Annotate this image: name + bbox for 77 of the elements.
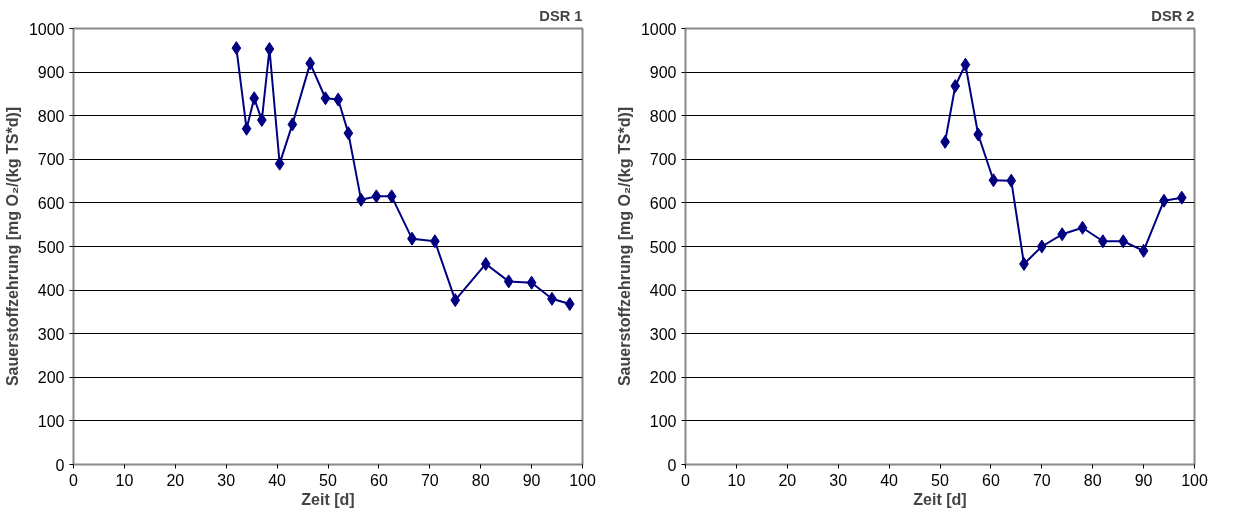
x-tick-label: 90 xyxy=(522,471,541,489)
y-axis-title: Sauerstoffzehrung [mg O₂/(kg TS*d)] xyxy=(615,106,633,387)
x-tick-label: 70 xyxy=(420,471,439,489)
point xyxy=(503,274,514,289)
x-tick-label: 100 xyxy=(1181,471,1208,489)
y-tick-label: 600 xyxy=(649,194,677,212)
y-tick-label: 100 xyxy=(649,412,677,430)
y-axis-title: Sauerstoffzehrung [mg O₂/(kg TS*d)] xyxy=(3,106,21,387)
point xyxy=(241,121,252,136)
x-tick-label: 80 xyxy=(471,471,490,489)
y-tick-label: 300 xyxy=(37,325,65,343)
point xyxy=(264,41,275,56)
x-tick-label: 100 xyxy=(569,471,596,489)
point xyxy=(249,91,260,106)
y-tick-label: 200 xyxy=(649,369,677,387)
x-axis-title: Zeit [d] xyxy=(301,490,355,508)
point xyxy=(950,79,961,94)
x-tick-label: 30 xyxy=(829,471,848,489)
y-tick-label: 300 xyxy=(649,325,677,343)
point xyxy=(973,127,984,142)
y-tick-label: 800 xyxy=(37,107,65,125)
x-tick-label: 70 xyxy=(1032,471,1051,489)
point xyxy=(1036,239,1047,254)
x-tick-label: 20 xyxy=(166,471,185,489)
y-tick-label: 600 xyxy=(37,194,65,212)
point xyxy=(287,117,298,132)
x-tick-label: 10 xyxy=(727,471,746,489)
y-tick-label: 500 xyxy=(37,238,65,256)
y-tick-label: 1000 xyxy=(28,20,65,38)
y-tick-label: 100 xyxy=(37,412,65,430)
y-tick-label: 200 xyxy=(37,369,65,387)
x-tick-label: 50 xyxy=(931,471,949,489)
point xyxy=(1176,190,1187,205)
x-tick-label: 0 xyxy=(681,471,691,489)
x-tick-label: 60 xyxy=(370,471,388,489)
y-tick-label: 0 xyxy=(667,456,677,474)
point xyxy=(305,56,316,71)
point xyxy=(371,189,382,204)
y-tick-label: 700 xyxy=(37,151,65,169)
x-tick-label: 90 xyxy=(1134,471,1153,489)
point xyxy=(343,126,354,141)
point xyxy=(333,92,344,107)
point xyxy=(564,297,575,312)
point xyxy=(1138,243,1149,258)
point xyxy=(231,41,242,56)
point xyxy=(480,256,491,271)
point xyxy=(1118,234,1129,249)
y-tick-label: 400 xyxy=(649,282,677,300)
y-tick-label: 900 xyxy=(649,64,677,82)
x-tick-label: 10 xyxy=(115,471,134,489)
y-tick-label: 800 xyxy=(649,107,677,125)
y-tick-label: 400 xyxy=(37,282,65,300)
point xyxy=(988,173,999,188)
x-tick-label: 40 xyxy=(880,471,899,489)
point xyxy=(1077,220,1088,235)
point xyxy=(1006,173,1017,188)
x-tick-label: 0 xyxy=(69,471,79,489)
point xyxy=(450,293,461,308)
y-tick-label: 0 xyxy=(55,456,65,474)
chart-title: DSR 1 xyxy=(539,7,583,24)
y-tick-label: 500 xyxy=(649,238,677,256)
point xyxy=(274,156,285,171)
point xyxy=(386,189,397,204)
point xyxy=(320,91,331,106)
x-tick-label: 30 xyxy=(217,471,236,489)
x-tick-label: 60 xyxy=(982,471,1000,489)
x-tick-label: 50 xyxy=(319,471,337,489)
point xyxy=(526,275,537,290)
x-tick-label: 80 xyxy=(1083,471,1102,489)
y-tick-label: 900 xyxy=(37,64,65,82)
x-axis-title: Zeit [d] xyxy=(913,490,967,508)
y-tick-label: 700 xyxy=(649,151,677,169)
point xyxy=(960,57,971,72)
x-tick-label: 40 xyxy=(268,471,287,489)
x-tick-label: 20 xyxy=(778,471,797,489)
chart-title: DSR 2 xyxy=(1151,7,1195,24)
y-tick-label: 1000 xyxy=(640,20,677,38)
